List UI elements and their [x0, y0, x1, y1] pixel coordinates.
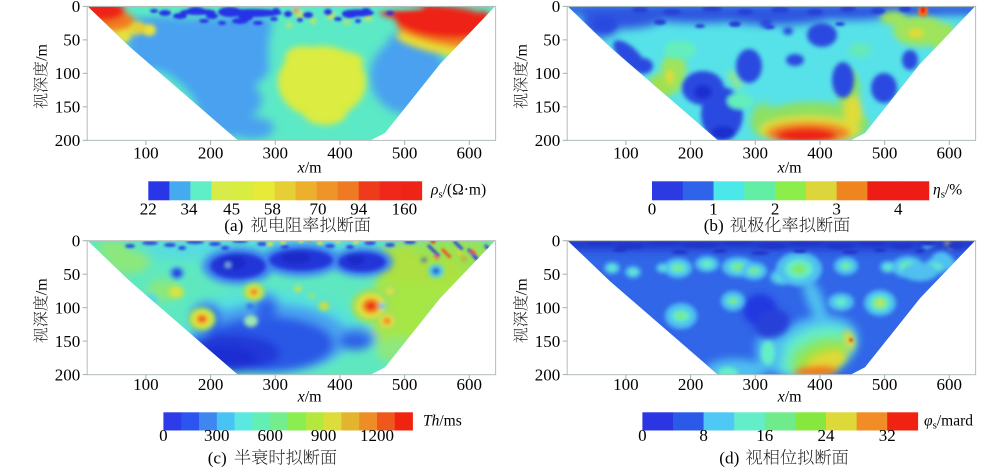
- svg-text:300: 300: [743, 375, 769, 394]
- svg-text:160: 160: [392, 200, 418, 219]
- svg-text:(a): (a): [224, 216, 243, 235]
- svg-text:200: 200: [535, 365, 561, 384]
- svg-text:400: 400: [327, 143, 353, 162]
- svg-text:200: 200: [198, 143, 224, 162]
- svg-text:300: 300: [204, 426, 230, 445]
- svg-text:600: 600: [937, 143, 963, 162]
- svg-text:0: 0: [552, 0, 561, 16]
- svg-text:50: 50: [543, 265, 560, 284]
- svg-text:φs/mard: φs/mard: [924, 413, 973, 432]
- svg-text:/m: /m: [34, 278, 51, 295]
- svg-text:900: 900: [311, 426, 337, 445]
- svg-text:600: 600: [257, 426, 283, 445]
- svg-text:150: 150: [55, 332, 81, 351]
- svg-text:500: 500: [392, 375, 418, 394]
- svg-text:(b): (b): [704, 216, 724, 235]
- svg-text:24: 24: [818, 426, 836, 445]
- svg-text:600: 600: [457, 143, 483, 162]
- svg-text:x/m: x/m: [777, 159, 803, 176]
- svg-text:58: 58: [264, 200, 281, 219]
- svg-text:400: 400: [327, 375, 353, 394]
- svg-text:2: 2: [771, 200, 780, 219]
- svg-text:0: 0: [552, 232, 561, 251]
- svg-text:200: 200: [678, 143, 704, 162]
- svg-text:/m: /m: [514, 43, 531, 60]
- svg-text:100: 100: [535, 298, 561, 317]
- svg-text:500: 500: [392, 143, 418, 162]
- svg-text:3: 3: [832, 200, 841, 219]
- svg-text:200: 200: [55, 365, 81, 384]
- svg-text:200: 200: [55, 131, 81, 150]
- svg-text:x/m: x/m: [777, 389, 803, 406]
- svg-text:500: 500: [872, 143, 898, 162]
- svg-text:150: 150: [535, 332, 561, 351]
- svg-text:200: 200: [535, 131, 561, 150]
- svg-text:50: 50: [543, 31, 560, 50]
- svg-text:0: 0: [648, 200, 657, 219]
- svg-text:200: 200: [678, 375, 704, 394]
- svg-text:300: 300: [263, 375, 289, 394]
- svg-text:(c): (c): [208, 449, 227, 468]
- svg-text:300: 300: [743, 143, 769, 162]
- svg-text:300: 300: [263, 143, 289, 162]
- svg-text:x/m: x/m: [297, 389, 323, 406]
- svg-text:1: 1: [709, 200, 718, 219]
- svg-text:/m: /m: [514, 278, 531, 295]
- svg-text:8: 8: [699, 426, 708, 445]
- svg-text:400: 400: [807, 375, 833, 394]
- svg-text:0: 0: [72, 232, 81, 251]
- svg-text:32: 32: [879, 426, 896, 445]
- svg-text:400: 400: [807, 143, 833, 162]
- svg-text:/m: /m: [34, 43, 51, 60]
- svg-text:1200: 1200: [360, 426, 394, 445]
- svg-text:150: 150: [535, 98, 561, 117]
- svg-text:34: 34: [181, 200, 199, 219]
- svg-text:ρs/(Ω·m): ρs/(Ω·m): [430, 182, 486, 201]
- svg-text:0: 0: [159, 426, 168, 445]
- svg-text:100: 100: [55, 64, 81, 83]
- svg-text:70: 70: [310, 200, 327, 219]
- svg-text:600: 600: [457, 375, 483, 394]
- svg-text:ηs/%: ηs/%: [933, 182, 962, 201]
- svg-text:16: 16: [756, 426, 773, 445]
- svg-text:94: 94: [350, 200, 368, 219]
- svg-text:4: 4: [894, 200, 903, 219]
- svg-text:100: 100: [55, 298, 81, 317]
- svg-text:600: 600: [937, 375, 963, 394]
- svg-text:100: 100: [133, 375, 159, 394]
- svg-text:45: 45: [223, 200, 240, 219]
- svg-text:150: 150: [55, 98, 81, 117]
- svg-text:0: 0: [638, 426, 647, 445]
- svg-text:500: 500: [872, 375, 898, 394]
- svg-text:22: 22: [140, 200, 157, 219]
- svg-text:50: 50: [63, 31, 80, 50]
- svg-text:100: 100: [613, 143, 639, 162]
- svg-text:50: 50: [63, 265, 80, 284]
- svg-text:100: 100: [535, 64, 561, 83]
- svg-text:x/m: x/m: [297, 159, 323, 176]
- svg-text:Th/ms: Th/ms: [423, 413, 462, 430]
- svg-text:200: 200: [198, 375, 224, 394]
- svg-text:100: 100: [613, 375, 639, 394]
- svg-text:100: 100: [133, 143, 159, 162]
- svg-text:(d): (d): [719, 449, 739, 468]
- svg-text:0: 0: [72, 0, 81, 16]
